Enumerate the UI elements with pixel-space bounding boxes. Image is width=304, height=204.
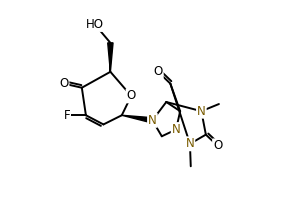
Text: N: N	[148, 114, 157, 127]
Text: N: N	[197, 105, 206, 118]
Text: HO: HO	[86, 18, 104, 31]
Polygon shape	[122, 115, 153, 123]
Text: O: O	[59, 77, 68, 90]
Text: O: O	[213, 139, 222, 152]
Text: N: N	[172, 123, 181, 136]
Text: N: N	[185, 137, 194, 150]
Text: O: O	[126, 89, 136, 102]
Text: O: O	[154, 65, 163, 78]
Text: F: F	[64, 109, 70, 122]
Polygon shape	[108, 43, 113, 72]
